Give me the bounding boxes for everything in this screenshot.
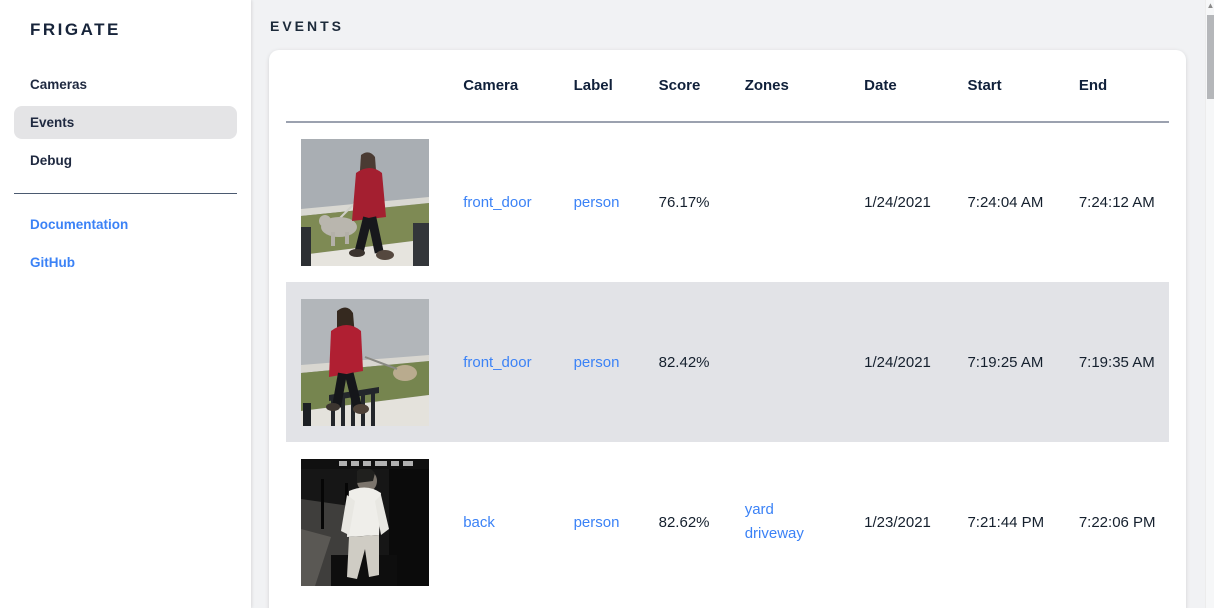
end-time-value: 7:19:35 AM <box>1078 353 1155 371</box>
column-header-zones: Zones <box>744 50 865 123</box>
event-row[interactable]: back person 82.62% yard driveway 1/23/20… <box>286 442 1169 602</box>
event-thumbnail[interactable] <box>301 139 429 266</box>
event-thumbnail[interactable] <box>301 458 429 586</box>
camera-link[interactable]: front_door <box>463 194 532 211</box>
zones-cell <box>745 282 864 442</box>
zones-cell: yard driveway <box>745 442 864 602</box>
camera-link[interactable]: front_door <box>463 353 532 371</box>
sidebar-item-events[interactable]: Events <box>14 106 237 139</box>
score-value: 76.17% <box>658 194 710 211</box>
sidebar-link-github[interactable]: GitHub <box>14 246 237 279</box>
sidebar: FRIGATE Cameras Events Debug Documentati… <box>0 0 251 608</box>
scrollbar-thumb[interactable] <box>1207 15 1214 99</box>
start-time-value: 7:24:04 AM <box>967 194 1044 211</box>
column-header-start: Start <box>967 50 1079 123</box>
label-link[interactable]: person <box>573 513 620 531</box>
camera-link[interactable]: back <box>463 513 495 531</box>
score-value: 82.42% <box>658 353 710 371</box>
page-title: EVENTS <box>270 18 345 34</box>
date-value: 1/23/2021 <box>864 513 931 531</box>
column-header-end: End <box>1078 50 1169 123</box>
sidebar-item-label: Events <box>30 115 75 130</box>
column-header-thumbnail <box>286 50 464 123</box>
scrollbar-up-arrow-icon[interactable]: ▲ <box>1206 1 1214 10</box>
sidebar-link-label: Documentation <box>30 217 129 232</box>
column-header-label: Label <box>573 50 659 123</box>
events-table: Camera Label Score Zones Date Start End <box>286 50 1169 602</box>
table-header-row: Camera Label Score Zones Date Start End <box>286 50 1169 123</box>
sidebar-item-debug[interactable]: Debug <box>14 144 237 177</box>
sidebar-item-cameras[interactable]: Cameras <box>14 68 237 101</box>
event-row[interactable]: front_door person 82.42% 1/24/2021 7:19:… <box>286 282 1169 442</box>
label-link[interactable]: person <box>573 194 620 211</box>
sidebar-item-label: Cameras <box>30 77 88 92</box>
app-logo: FRIGATE <box>30 20 121 39</box>
sidebar-nav: Cameras Events Debug Documentation GitHu… <box>0 68 251 279</box>
label-link[interactable]: person <box>573 353 620 371</box>
start-time-value: 7:21:44 PM <box>967 513 1045 531</box>
event-row[interactable]: front_door person 76.17% 1/24/2021 7:24:… <box>286 122 1169 282</box>
sidebar-divider <box>14 193 237 194</box>
main-content: EVENTS Camera Label Score Zones Date Sta… <box>251 0 1214 608</box>
end-time-value: 7:22:06 PM <box>1078 513 1156 531</box>
start-time-value: 7:19:25 AM <box>967 353 1044 371</box>
column-header-score: Score <box>658 50 745 123</box>
end-time-value: 7:24:12 AM <box>1078 194 1155 211</box>
vertical-scrollbar[interactable]: ▲ <box>1205 0 1214 608</box>
event-thumbnail[interactable] <box>301 298 429 426</box>
sidebar-link-documentation[interactable]: Documentation <box>14 208 237 241</box>
score-value: 82.62% <box>658 513 710 531</box>
date-value: 1/24/2021 <box>864 194 931 211</box>
column-header-date: Date <box>864 50 968 123</box>
sidebar-link-label: GitHub <box>30 255 75 270</box>
sidebar-item-label: Debug <box>30 153 72 168</box>
events-card: Camera Label Score Zones Date Start End <box>269 50 1186 608</box>
date-value: 1/24/2021 <box>864 353 931 371</box>
column-header-camera: Camera <box>463 50 574 123</box>
zone-link-driveway[interactable]: driveway <box>744 525 804 542</box>
zones-cell <box>745 122 864 282</box>
zone-link-yard[interactable]: yard <box>744 501 774 518</box>
